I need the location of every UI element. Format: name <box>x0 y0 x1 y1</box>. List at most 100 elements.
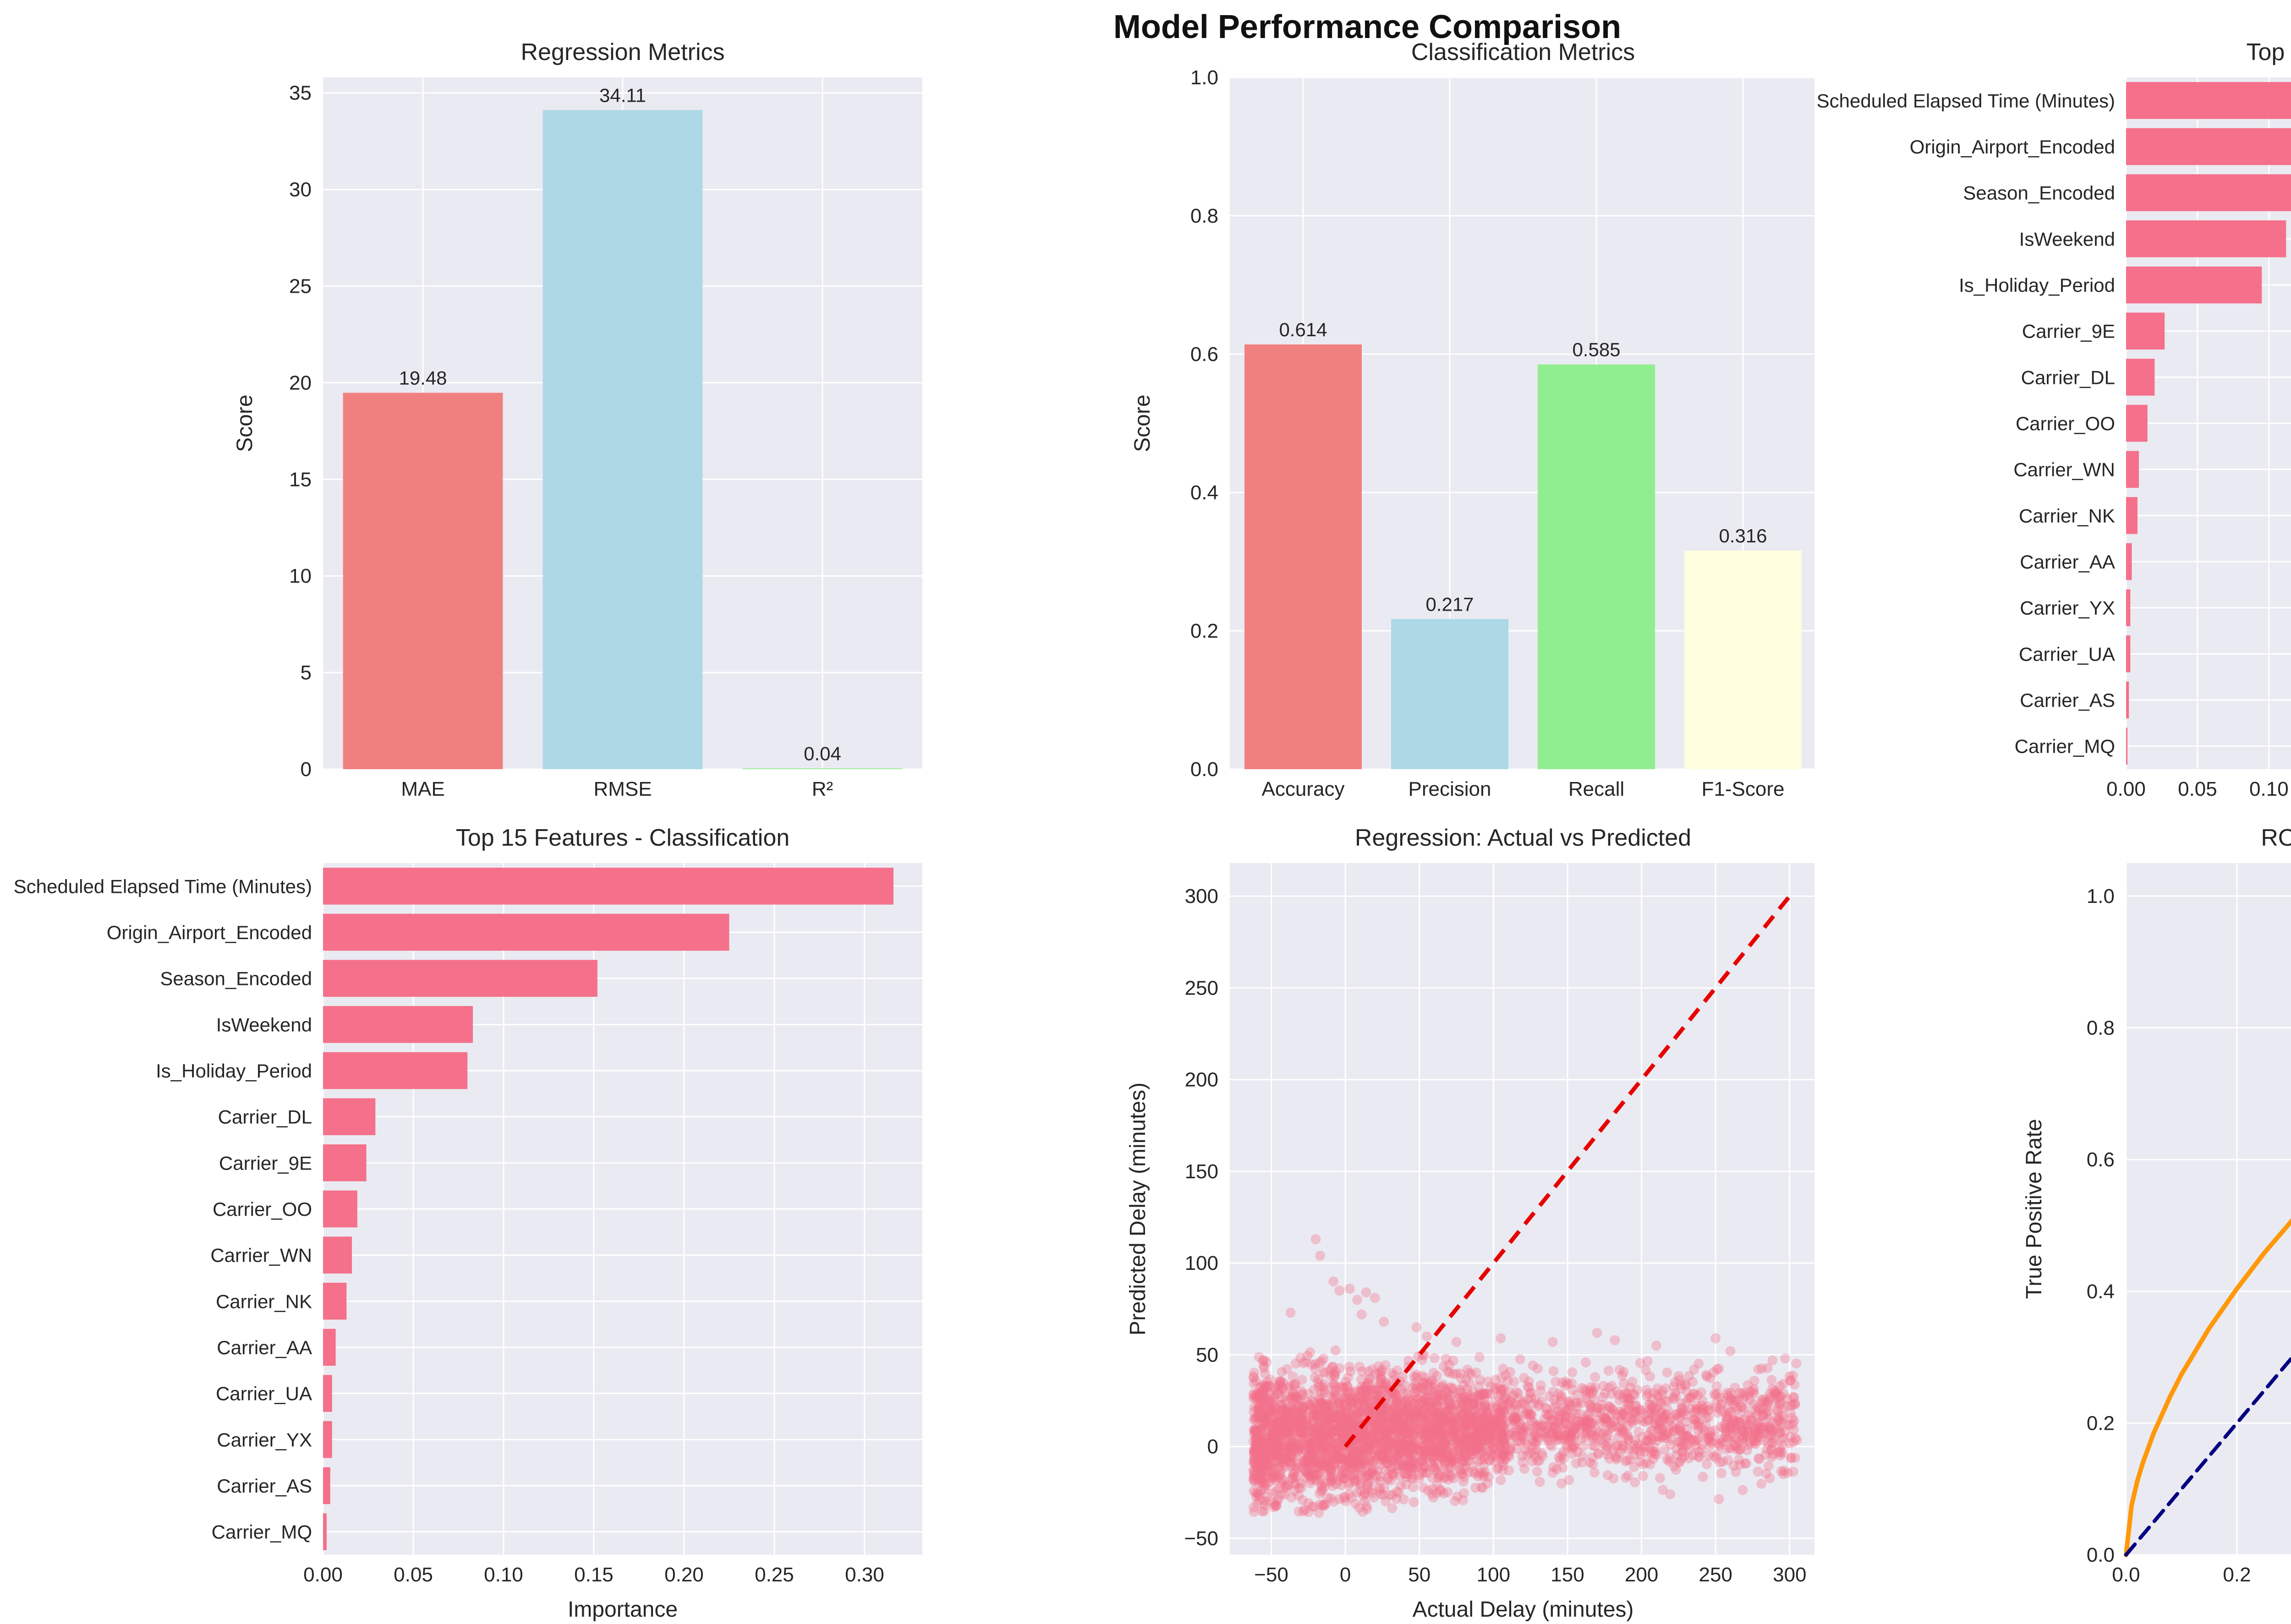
bar-Carrier_OO <box>2126 405 2148 442</box>
chart-actual_vs_predicted: Regression: Actual vs Predicted −50 0 50 100… <box>1126 825 1814 1622</box>
y-axis-label: True Positive Rate <box>2022 1119 2046 1299</box>
y-tick-label: Carrier_AA <box>2020 551 2115 573</box>
y-tick-label: Carrier_YX <box>217 1429 312 1450</box>
bar-Season_Encoded <box>2126 174 2291 211</box>
subplot-title: Regression Metrics <box>521 39 724 66</box>
y-tick-label: 0.4 <box>1190 481 1218 504</box>
y-tick-label: 35 <box>289 82 312 104</box>
y-tick-label: Scheduled Elapsed Time (Minutes) <box>1817 90 2115 111</box>
y-tick-label: Season_Encoded <box>160 968 312 990</box>
y-tick-label: Carrier_YX <box>2020 597 2115 619</box>
x-axis-label: Importance <box>568 1597 678 1622</box>
bar-RMSE <box>543 110 703 770</box>
chart-roc_curve: ROC Curve - Classification 0.0 0.2 0.4 0.6 0.… <box>2022 825 2291 1586</box>
figure-title: Model Performance Comparison <box>1113 9 1622 45</box>
plot-content: 0.614 0.217 0.585 0.316 <box>1244 319 1802 769</box>
x-tick-label: Recall <box>1568 778 1624 800</box>
bar-Recall <box>1538 364 1655 769</box>
chart-roc-curve: ROC Curve - Classification 0.0 0.2 0.4 0.6 0.… <box>1814 815 2291 1624</box>
y-tick-label: 25 <box>289 275 312 298</box>
y-tick-label: 0.2 <box>1190 620 1218 642</box>
bar-Carrier_UA <box>323 1375 332 1412</box>
y-tick-label: Carrier_AA <box>217 1337 312 1358</box>
x-tick-label: 0 <box>1340 1564 1351 1586</box>
axis-labels: Classification Metrics Accuracy Precision R… <box>1130 39 1784 800</box>
x-tick-label: −50 <box>1254 1564 1288 1586</box>
y-tick-label: Is_Holiday_Period <box>156 1060 312 1082</box>
x-tick-label: 0.0 <box>2112 1564 2140 1586</box>
y-tick-label: 0.2 <box>2087 1412 2115 1434</box>
x-tick-label: 250 <box>1699 1564 1732 1586</box>
x-tick-label: 300 <box>1773 1564 1806 1586</box>
y-tick-label: Carrier_NK <box>2019 505 2115 526</box>
x-tick-label: R² <box>812 778 833 800</box>
y-tick-label: 15 <box>289 468 312 491</box>
y-tick-label: 300 <box>1185 885 1218 908</box>
y-tick-label: Carrier_UA <box>2019 643 2115 665</box>
subplot-title: Top 15 Features - Regression <box>2246 39 2291 66</box>
chart-classification-metrics: 0.614 0.217 0.585 0.316 Classification Metri… <box>958 27 1814 829</box>
y-tick-label: 0.4 <box>2087 1280 2115 1303</box>
y-tick-label: 0 <box>1207 1436 1218 1458</box>
y-tick-label: Carrier_UA <box>216 1383 312 1405</box>
bar-Carrier_DL <box>2126 359 2155 396</box>
bar-Precision <box>1391 619 1508 769</box>
x-tick-label: 0.05 <box>2178 778 2217 800</box>
y-tick-label: Carrier_WN <box>2013 459 2115 481</box>
bar-Carrier_YX <box>2126 589 2131 626</box>
subplot-title: Regression: Actual vs Predicted <box>1355 825 1691 851</box>
bar-Carrier_WN <box>2126 451 2139 488</box>
bar-Carrier_OO <box>323 1190 357 1228</box>
x-tick-label: 50 <box>1408 1564 1431 1586</box>
subplot-title: Classification Metrics <box>1411 39 1635 66</box>
x-tick-label: 0.20 <box>664 1564 704 1586</box>
y-tick-label: Origin_Airport_Encoded <box>1910 136 2115 158</box>
y-tick-label: 1.0 <box>1190 66 1218 89</box>
bar-Carrier_AS <box>323 1467 330 1504</box>
bar-Carrier_MQ <box>323 1513 327 1550</box>
bar-Is_Holiday_Period <box>2126 266 2262 304</box>
y-tick-label: 30 <box>289 179 312 201</box>
y-tick-label: IsWeekend <box>2019 228 2115 250</box>
y-tick-label: 0.0 <box>2087 1544 2115 1566</box>
y-tick-label: Carrier_OO <box>2016 413 2115 434</box>
plot-content <box>2126 82 2291 765</box>
x-tick-label: 0.25 <box>755 1564 794 1586</box>
scatter-points <box>1248 1234 1802 1518</box>
chart-top-features-regression: Top 15 Features - Regression Scheduled El… <box>1814 27 2291 829</box>
y-tick-label: Is_Holiday_Period <box>1959 274 2115 296</box>
x-tick-label: 0.10 <box>2249 778 2289 800</box>
bar-Scheduled Elapsed Time (Minutes) <box>2126 82 2291 119</box>
chance-diagonal-line <box>2124 1356 2291 1557</box>
x-tick-label: 150 <box>1551 1564 1584 1586</box>
axes-background <box>1230 863 1814 1555</box>
y-tick-label: 1.0 <box>2087 885 2115 908</box>
y-tick-label: Carrier_MQ <box>212 1521 312 1543</box>
bar-Carrier_AA <box>323 1329 336 1366</box>
y-tick-label: 0.6 <box>2087 1148 2115 1171</box>
bar-Carrier_WN <box>323 1236 352 1274</box>
x-tick-label: RMSE <box>593 778 652 800</box>
y-tick-label: Carrier_AS <box>217 1475 312 1497</box>
bar-Carrier_NK <box>2126 497 2138 534</box>
x-tick-label: F1-Score <box>1702 778 1785 800</box>
bar-Scheduled Elapsed Time (Minutes) <box>323 868 893 905</box>
subplot-title: ROC Curve - Classification <box>2261 825 2291 851</box>
y-tick-label: Carrier_OO <box>213 1198 312 1220</box>
y-tick-label: Season_Encoded <box>1963 182 2115 204</box>
bar-F1-Score <box>1684 550 1802 769</box>
plot-content: 19.48 34.11 0.04 <box>343 84 903 770</box>
axis-labels: Top 15 Features - Regression Scheduled El… <box>1817 39 2291 800</box>
y-tick-label: 150 <box>1185 1160 1218 1183</box>
y-tick-label: 0.8 <box>2087 1017 2115 1039</box>
bar-value-label: 0.585 <box>1572 339 1620 361</box>
y-tick-label: Scheduled Elapsed Time (Minutes) <box>14 875 312 897</box>
y-tick-label: Carrier_9E <box>219 1152 312 1174</box>
axis-labels: Regression: Actual vs Predicted −50 0 50 100… <box>1126 825 1807 1622</box>
axes-background <box>2126 863 2291 1555</box>
plot-content <box>1248 895 1802 1518</box>
bar-Carrier_AA <box>2126 543 2132 580</box>
y-tick-label: Carrier_AS <box>2020 689 2115 711</box>
